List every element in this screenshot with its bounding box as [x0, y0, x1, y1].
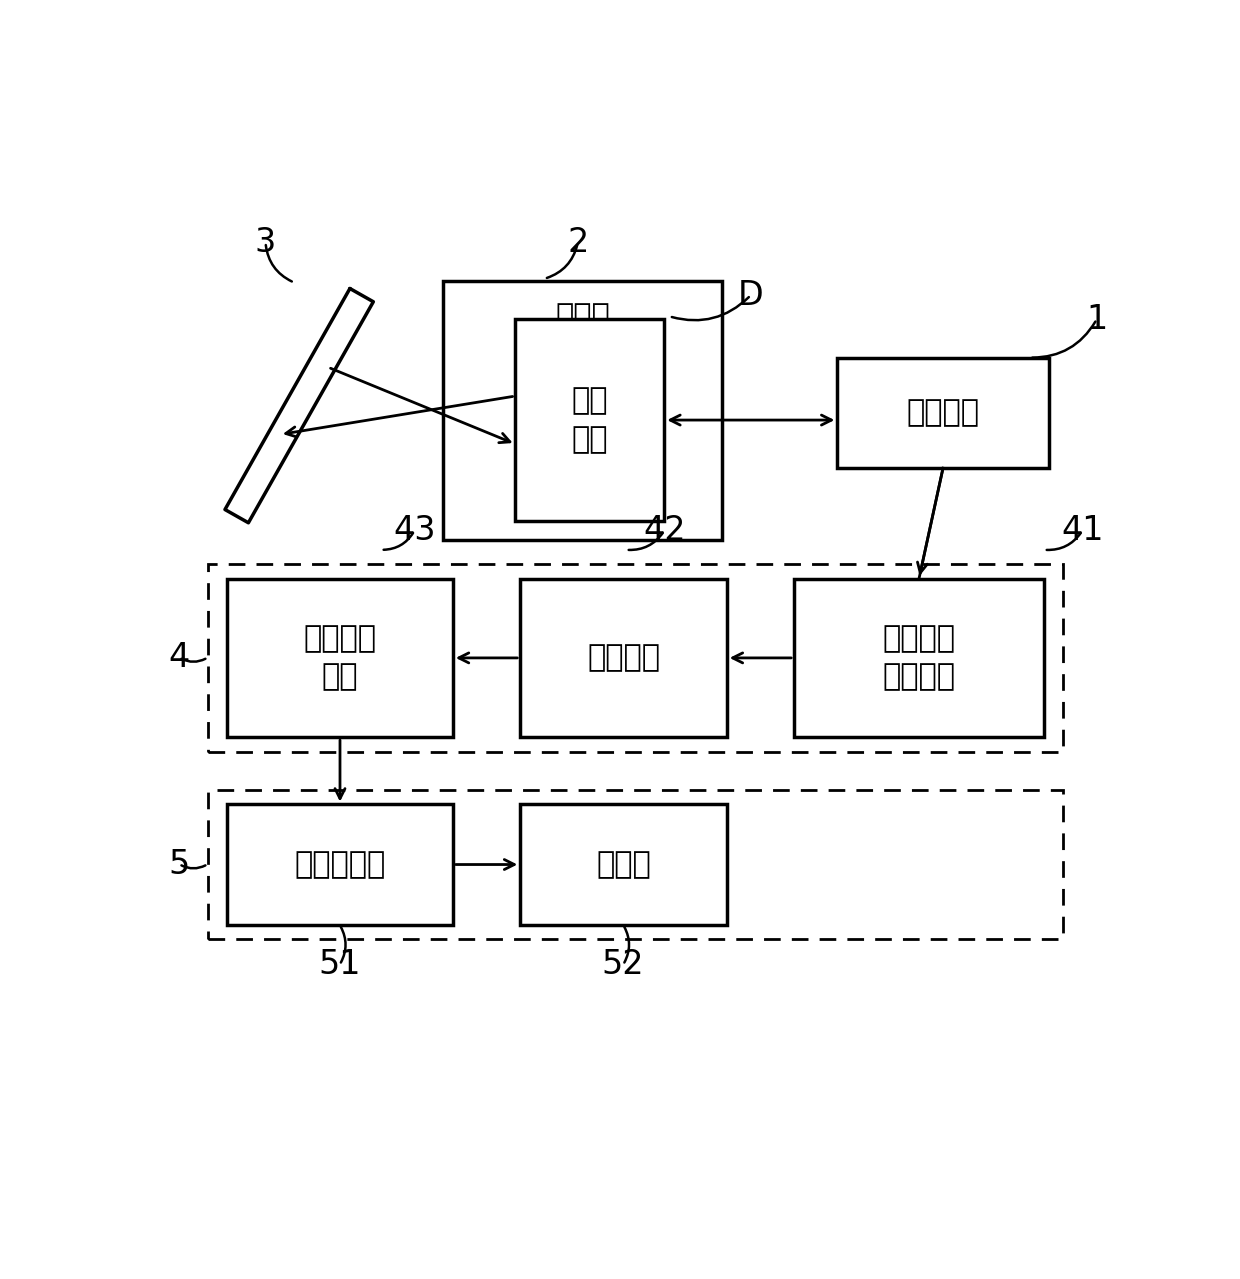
Bar — [521, 578, 727, 737]
Bar — [516, 320, 665, 521]
Text: 51: 51 — [319, 949, 361, 981]
Bar — [837, 358, 1049, 468]
Text: 数据采集卡: 数据采集卡 — [294, 851, 386, 879]
Bar — [208, 564, 1063, 752]
Text: 1: 1 — [1086, 303, 1107, 335]
Polygon shape — [224, 289, 373, 523]
Text: 43: 43 — [393, 514, 435, 547]
Text: 2: 2 — [567, 226, 589, 258]
Bar — [794, 578, 1044, 737]
Bar — [208, 790, 1063, 939]
Text: 计算机: 计算机 — [596, 851, 651, 879]
Text: 4: 4 — [169, 641, 190, 674]
Bar — [444, 280, 722, 540]
Text: 位移台: 位移台 — [556, 302, 610, 331]
Text: 41: 41 — [1061, 514, 1104, 547]
Text: 5: 5 — [169, 848, 190, 880]
Text: 被测
样品: 被测 样品 — [572, 386, 608, 454]
Text: 3: 3 — [255, 226, 277, 258]
Text: D: D — [738, 279, 764, 312]
Bar — [227, 804, 453, 925]
Bar — [227, 578, 453, 737]
Text: 电流电压
转换电路: 电流电压 转换电路 — [883, 624, 956, 692]
Text: 42: 42 — [644, 514, 686, 547]
Text: 滤波放大
电路: 滤波放大 电路 — [304, 624, 377, 692]
Text: 52: 52 — [601, 949, 645, 981]
Bar — [521, 804, 727, 925]
Text: 隔直电路: 隔直电路 — [587, 643, 660, 673]
Text: 激光光源: 激光光源 — [906, 398, 980, 427]
